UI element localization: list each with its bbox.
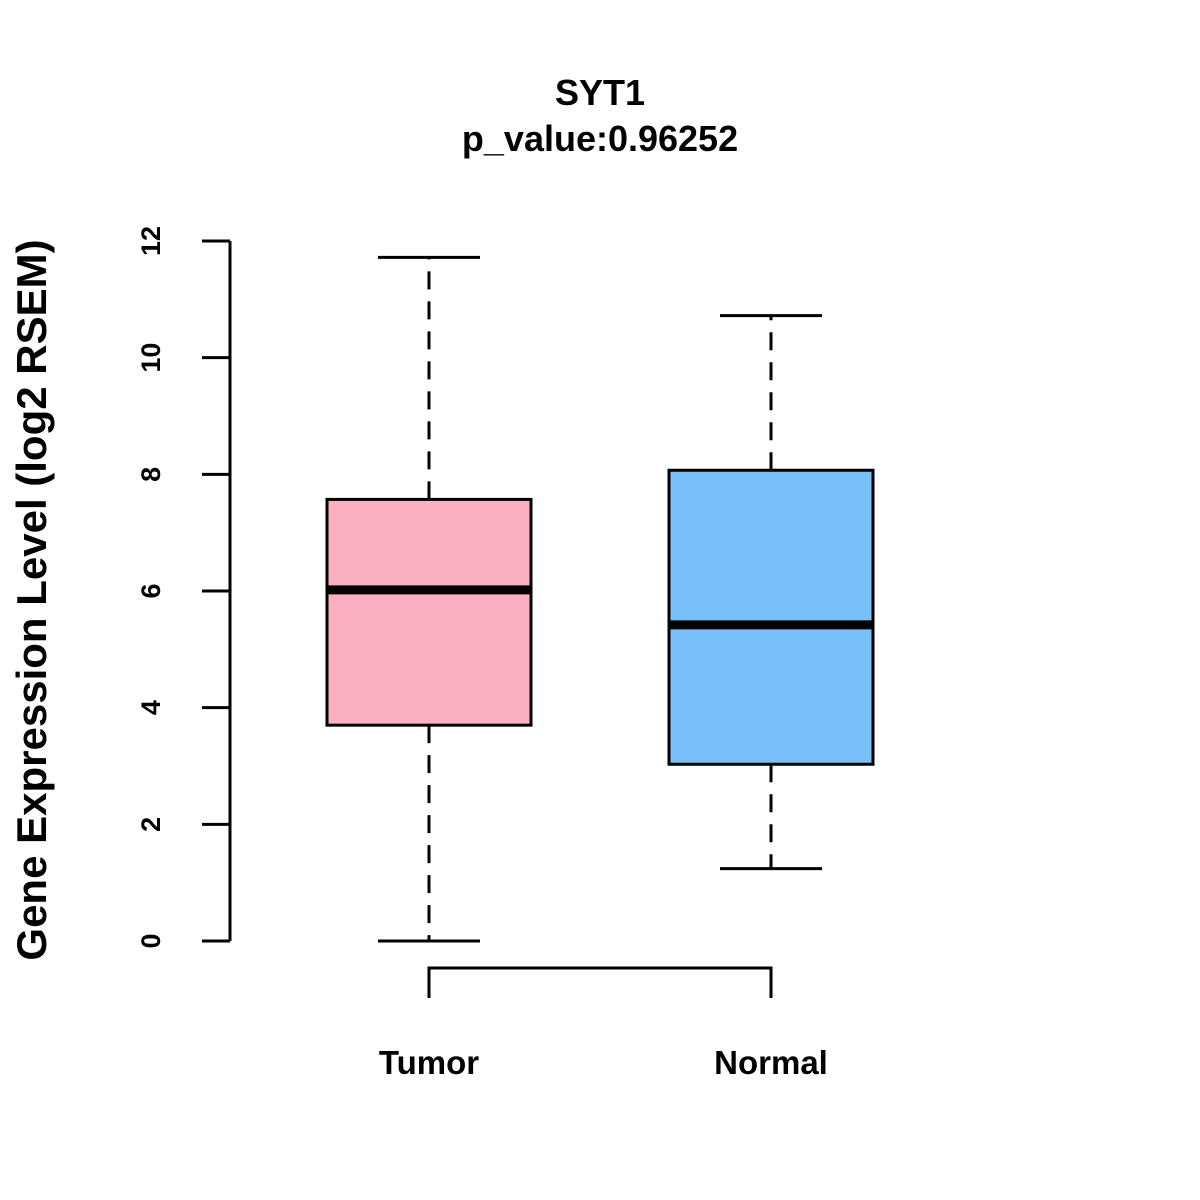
y-tick-label: 0 [136,933,166,948]
y-axis-label: Gene Expression Level (log2 RSEM) [8,239,55,960]
iqr-box [325,497,533,727]
boxes-layer [325,255,875,943]
y-tick-label: 2 [136,817,166,832]
box-tumor [325,255,533,943]
y-tick-label: 12 [136,226,166,256]
y-tick-label: 6 [136,583,166,598]
chart-subtitle: p_value:0.96252 [462,118,738,159]
bracket-line [427,966,773,998]
box-normal [667,314,875,871]
y-tick-label: 4 [136,700,166,715]
y-axis: 0 2 4 6 8 10 12 [136,226,232,949]
x-label-tumor: Tumor [379,1044,479,1081]
y-tick-label: 10 [136,343,166,373]
x-label-normal: Normal [714,1044,828,1081]
iqr-box [667,468,875,766]
x-axis-labels: Tumor Normal [379,1044,828,1081]
y-tick-label: 8 [136,467,166,482]
chart-title: SYT1 [555,72,645,113]
comparison-bracket [427,966,773,998]
